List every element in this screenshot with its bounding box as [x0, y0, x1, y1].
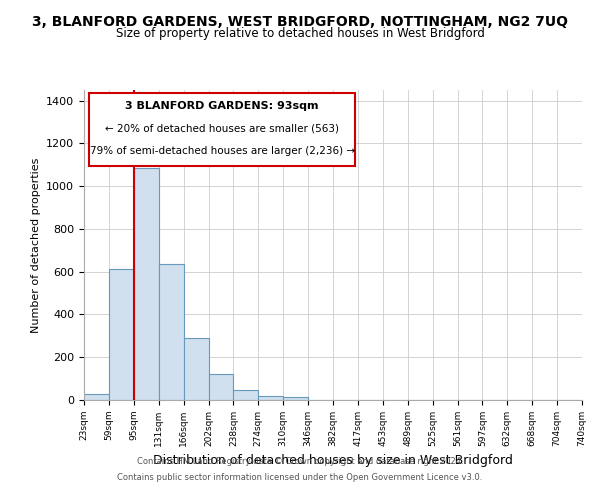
- Text: ← 20% of detached houses are smaller (563): ← 20% of detached houses are smaller (56…: [105, 124, 339, 134]
- Bar: [283, 397, 308, 400]
- Bar: [259, 396, 283, 400]
- Text: 79% of semi-detached houses are larger (2,236) →: 79% of semi-detached houses are larger (…: [89, 146, 355, 156]
- Text: 3 BLANFORD GARDENS: 93sqm: 3 BLANFORD GARDENS: 93sqm: [125, 101, 319, 111]
- Bar: [159, 264, 184, 400]
- Bar: [209, 374, 233, 400]
- Text: Contains HM Land Registry data © Crown copyright and database right 2024.: Contains HM Land Registry data © Crown c…: [137, 458, 463, 466]
- Text: Size of property relative to detached houses in West Bridgford: Size of property relative to detached ho…: [116, 28, 484, 40]
- Text: 3, BLANFORD GARDENS, WEST BRIDGFORD, NOTTINGHAM, NG2 7UQ: 3, BLANFORD GARDENS, WEST BRIDGFORD, NOT…: [32, 15, 568, 29]
- FancyBboxPatch shape: [89, 93, 355, 166]
- Bar: [134, 168, 159, 400]
- Bar: [84, 394, 109, 400]
- X-axis label: Distribution of detached houses by size in West Bridgford: Distribution of detached houses by size …: [153, 454, 513, 468]
- Text: Contains public sector information licensed under the Open Government Licence v3: Contains public sector information licen…: [118, 472, 482, 482]
- Bar: [109, 268, 134, 400]
- Bar: [184, 338, 209, 400]
- Y-axis label: Number of detached properties: Number of detached properties: [31, 158, 41, 332]
- Bar: [233, 390, 259, 400]
